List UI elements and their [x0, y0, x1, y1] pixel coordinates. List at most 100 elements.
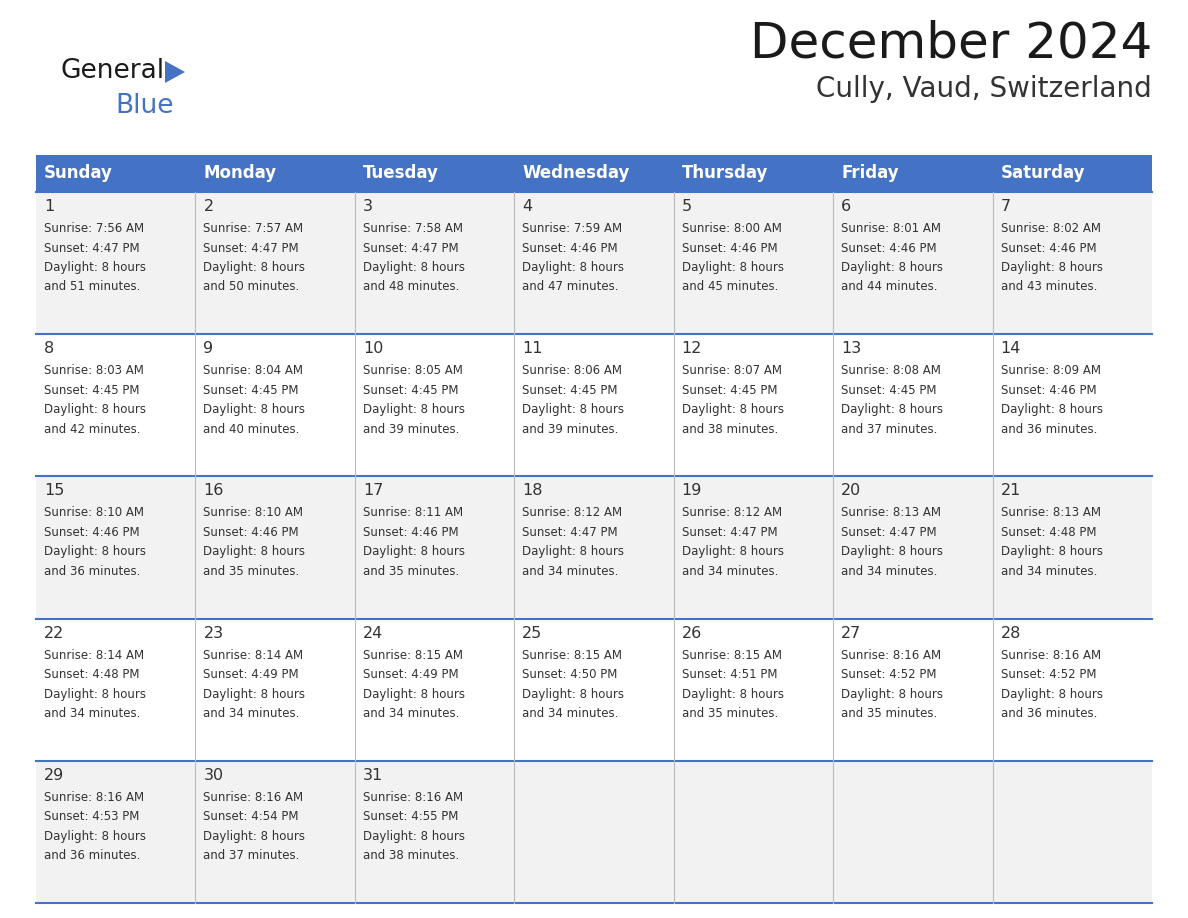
Text: 3: 3 — [362, 199, 373, 214]
Text: 10: 10 — [362, 341, 384, 356]
Text: Sunday: Sunday — [44, 164, 113, 183]
Text: Sunset: 4:49 PM: Sunset: 4:49 PM — [203, 668, 299, 681]
Text: Sunset: 4:50 PM: Sunset: 4:50 PM — [523, 668, 618, 681]
Text: Sunrise: 8:16 AM: Sunrise: 8:16 AM — [203, 790, 304, 804]
Text: Daylight: 8 hours: Daylight: 8 hours — [523, 688, 624, 700]
Text: 26: 26 — [682, 625, 702, 641]
Bar — [36, 155, 1152, 192]
Text: 19: 19 — [682, 484, 702, 498]
Text: Daylight: 8 hours: Daylight: 8 hours — [44, 545, 146, 558]
Text: Sunset: 4:46 PM: Sunset: 4:46 PM — [362, 526, 459, 539]
Text: Sunset: 4:45 PM: Sunset: 4:45 PM — [523, 384, 618, 397]
Text: Sunrise: 8:09 AM: Sunrise: 8:09 AM — [1000, 364, 1100, 377]
Text: 22: 22 — [44, 625, 64, 641]
Bar — [36, 192, 1152, 334]
Text: Sunrise: 7:59 AM: Sunrise: 7:59 AM — [523, 222, 623, 235]
Text: Sunset: 4:53 PM: Sunset: 4:53 PM — [44, 811, 139, 823]
Text: Daylight: 8 hours: Daylight: 8 hours — [523, 403, 624, 416]
Text: Daylight: 8 hours: Daylight: 8 hours — [362, 688, 465, 700]
Text: and 34 minutes.: and 34 minutes. — [523, 707, 619, 720]
Text: and 34 minutes.: and 34 minutes. — [841, 565, 937, 578]
Text: Daylight: 8 hours: Daylight: 8 hours — [841, 261, 943, 274]
Text: Cully, Vaud, Switzerland: Cully, Vaud, Switzerland — [816, 75, 1152, 103]
Text: and 51 minutes.: and 51 minutes. — [44, 281, 140, 294]
Text: Sunset: 4:55 PM: Sunset: 4:55 PM — [362, 811, 459, 823]
Text: Sunrise: 8:10 AM: Sunrise: 8:10 AM — [44, 507, 144, 520]
Text: and 36 minutes.: and 36 minutes. — [44, 849, 140, 862]
Text: Sunset: 4:49 PM: Sunset: 4:49 PM — [362, 668, 459, 681]
Text: 18: 18 — [523, 484, 543, 498]
Text: and 38 minutes.: and 38 minutes. — [682, 422, 778, 436]
Text: 29: 29 — [44, 767, 64, 783]
Text: Sunset: 4:48 PM: Sunset: 4:48 PM — [1000, 526, 1097, 539]
Text: Sunrise: 8:14 AM: Sunrise: 8:14 AM — [203, 649, 304, 662]
Text: Sunset: 4:47 PM: Sunset: 4:47 PM — [44, 241, 140, 254]
Text: 1: 1 — [44, 199, 55, 214]
Bar — [36, 334, 1152, 476]
Text: Daylight: 8 hours: Daylight: 8 hours — [203, 261, 305, 274]
Text: Daylight: 8 hours: Daylight: 8 hours — [1000, 688, 1102, 700]
Text: and 34 minutes.: and 34 minutes. — [1000, 565, 1097, 578]
Text: 8: 8 — [44, 341, 55, 356]
Text: 27: 27 — [841, 625, 861, 641]
Text: and 48 minutes.: and 48 minutes. — [362, 281, 460, 294]
Text: 23: 23 — [203, 625, 223, 641]
Text: and 37 minutes.: and 37 minutes. — [203, 849, 299, 862]
Text: Daylight: 8 hours: Daylight: 8 hours — [44, 403, 146, 416]
Text: Sunset: 4:46 PM: Sunset: 4:46 PM — [203, 526, 299, 539]
Text: Thursday: Thursday — [682, 164, 769, 183]
Text: Sunrise: 7:58 AM: Sunrise: 7:58 AM — [362, 222, 463, 235]
Text: and 35 minutes.: and 35 minutes. — [203, 565, 299, 578]
Text: Daylight: 8 hours: Daylight: 8 hours — [203, 830, 305, 843]
Text: Sunrise: 8:12 AM: Sunrise: 8:12 AM — [682, 507, 782, 520]
Text: Sunset: 4:45 PM: Sunset: 4:45 PM — [682, 384, 777, 397]
Text: Wednesday: Wednesday — [523, 164, 630, 183]
Text: Daylight: 8 hours: Daylight: 8 hours — [362, 403, 465, 416]
Text: General: General — [61, 58, 164, 84]
Text: and 44 minutes.: and 44 minutes. — [841, 281, 937, 294]
Text: and 39 minutes.: and 39 minutes. — [523, 422, 619, 436]
Text: Sunset: 4:46 PM: Sunset: 4:46 PM — [523, 241, 618, 254]
Text: 11: 11 — [523, 341, 543, 356]
Text: Sunset: 4:52 PM: Sunset: 4:52 PM — [1000, 668, 1097, 681]
Text: Daylight: 8 hours: Daylight: 8 hours — [841, 403, 943, 416]
Text: Sunset: 4:45 PM: Sunset: 4:45 PM — [203, 384, 299, 397]
Text: Sunrise: 8:15 AM: Sunrise: 8:15 AM — [362, 649, 463, 662]
Text: 13: 13 — [841, 341, 861, 356]
Text: and 35 minutes.: and 35 minutes. — [682, 707, 778, 720]
Text: Daylight: 8 hours: Daylight: 8 hours — [841, 688, 943, 700]
Text: Sunrise: 8:07 AM: Sunrise: 8:07 AM — [682, 364, 782, 377]
Text: and 35 minutes.: and 35 minutes. — [841, 707, 937, 720]
Text: Sunset: 4:45 PM: Sunset: 4:45 PM — [362, 384, 459, 397]
Text: Sunset: 4:46 PM: Sunset: 4:46 PM — [841, 241, 937, 254]
Text: Daylight: 8 hours: Daylight: 8 hours — [682, 545, 784, 558]
Text: 31: 31 — [362, 767, 383, 783]
Text: Sunrise: 8:06 AM: Sunrise: 8:06 AM — [523, 364, 623, 377]
Text: Daylight: 8 hours: Daylight: 8 hours — [682, 403, 784, 416]
Text: and 36 minutes.: and 36 minutes. — [1000, 707, 1097, 720]
Text: Sunset: 4:47 PM: Sunset: 4:47 PM — [362, 241, 459, 254]
Text: and 34 minutes.: and 34 minutes. — [362, 707, 460, 720]
Text: Sunrise: 8:16 AM: Sunrise: 8:16 AM — [841, 649, 941, 662]
Bar — [36, 476, 1152, 619]
Text: and 34 minutes.: and 34 minutes. — [203, 707, 299, 720]
Text: Sunset: 4:52 PM: Sunset: 4:52 PM — [841, 668, 936, 681]
Text: 15: 15 — [44, 484, 64, 498]
Text: and 45 minutes.: and 45 minutes. — [682, 281, 778, 294]
Text: Sunset: 4:47 PM: Sunset: 4:47 PM — [682, 526, 777, 539]
Text: 4: 4 — [523, 199, 532, 214]
Bar — [36, 619, 1152, 761]
Text: Daylight: 8 hours: Daylight: 8 hours — [523, 261, 624, 274]
Text: Daylight: 8 hours: Daylight: 8 hours — [841, 545, 943, 558]
Text: 24: 24 — [362, 625, 383, 641]
Text: and 34 minutes.: and 34 minutes. — [523, 565, 619, 578]
Text: Sunrise: 8:16 AM: Sunrise: 8:16 AM — [44, 790, 144, 804]
Text: 16: 16 — [203, 484, 223, 498]
Text: and 42 minutes.: and 42 minutes. — [44, 422, 140, 436]
Text: Sunrise: 8:15 AM: Sunrise: 8:15 AM — [682, 649, 782, 662]
Text: Sunset: 4:51 PM: Sunset: 4:51 PM — [682, 668, 777, 681]
Text: Sunrise: 8:08 AM: Sunrise: 8:08 AM — [841, 364, 941, 377]
Text: Sunrise: 8:10 AM: Sunrise: 8:10 AM — [203, 507, 303, 520]
Text: and 35 minutes.: and 35 minutes. — [362, 565, 459, 578]
Text: 5: 5 — [682, 199, 691, 214]
